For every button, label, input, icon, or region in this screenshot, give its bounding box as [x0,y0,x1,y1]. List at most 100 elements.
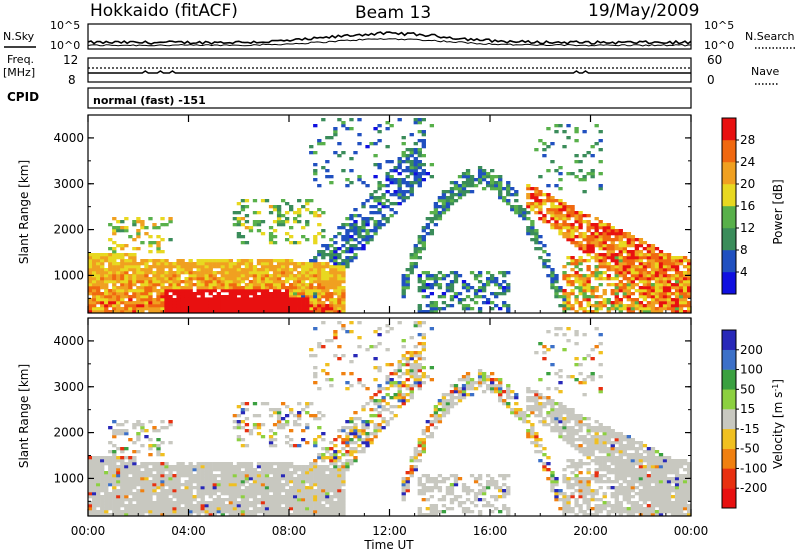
power-cell [313,178,318,182]
velocity-cell [457,390,463,394]
power-cell [586,238,591,242]
power-cell [630,259,636,263]
velocity-cell [558,435,563,439]
power-cell [220,280,225,284]
velocity-cell [264,495,270,499]
velocity-cell [116,477,121,481]
velocity-cell [92,471,97,475]
velocity-cell [120,501,125,505]
power-cell [208,274,213,278]
power-cell [429,292,435,296]
velocity-cell [417,333,422,337]
power-cell [437,199,443,203]
power-cell [164,304,169,308]
power-cell [196,265,201,269]
velocity-cell [502,402,507,406]
power-cell [293,217,298,221]
power-cell [522,211,527,215]
velocity-cell [96,513,101,517]
velocity-cell [116,504,121,508]
power-cell [216,262,221,266]
power-cell [317,271,322,275]
velocity-cell [349,453,354,457]
velocity-cell [313,483,318,487]
power-cell [212,297,217,313]
velocity-cell [453,483,459,487]
velocity-cell [498,489,503,493]
power-cell [260,295,266,299]
velocity-cell [297,417,302,421]
velocity-cell [268,495,274,499]
velocity-cell [236,483,242,487]
velocity-cell [578,462,583,466]
velocity-cell [361,426,366,430]
velocity-cell [353,450,358,454]
power-cell [622,256,627,260]
power-cell [385,175,390,179]
velocity-cell [224,471,229,475]
power-cell [108,223,113,227]
velocity-cell [124,471,129,475]
power-cell [341,292,346,296]
power-cell [417,148,422,152]
power-cell [606,298,611,302]
velocity-cell [220,492,225,496]
noise-right-tick-top: 10^5 [704,19,734,32]
power-cell [116,292,121,296]
velocity-cell [224,477,229,481]
power-cell [337,298,342,302]
velocity-cell [212,489,217,493]
power-cell [317,283,322,287]
velocity-cell [148,444,153,448]
velocity-cell [570,408,575,412]
power-cell [654,259,660,263]
velocity-cell [132,423,137,427]
power-cell [578,304,583,308]
velocity-cell [590,477,595,481]
power-cell [498,181,503,185]
velocity-cell [586,504,591,508]
power-cell [614,268,619,272]
power-cell [116,262,121,266]
power-cell [485,181,491,185]
power-cell [268,292,274,296]
velocity-cell [325,378,330,382]
power-cell [586,220,591,224]
velocity-cell [184,468,189,472]
power-cell [212,280,217,284]
power-cell [268,277,274,281]
velocity-cell [236,426,242,430]
velocity-cell [341,501,346,505]
power-cell [301,262,306,266]
velocity-cell [236,492,242,496]
velocity-cell [437,417,443,421]
velocity-cell [156,471,161,475]
power-cell [313,280,318,284]
power-cell [212,262,217,266]
power-cell [421,130,426,134]
velocity-cell [345,432,350,436]
velocity-cell [485,375,491,379]
power-cell [333,283,338,287]
velocity-cell [554,429,559,433]
velocity-cell [92,465,97,469]
velocity-cell [309,507,314,511]
power-cell [301,235,306,239]
power-cell [297,262,302,266]
velocity-cell [534,450,539,454]
power-cell [176,262,181,266]
power-cell [136,298,141,302]
power-cell [244,274,250,278]
power-cell [566,295,571,299]
power-cell [244,283,250,287]
power-cell [268,280,274,284]
power-cell [413,172,418,176]
power-cell [345,127,350,131]
power-cell [566,292,571,296]
power-cell [634,256,640,260]
power-cell [325,307,330,311]
power-cell [514,190,519,194]
velocity-cell [280,501,286,505]
velocity-cell [397,366,402,370]
velocity-cell [293,471,298,475]
